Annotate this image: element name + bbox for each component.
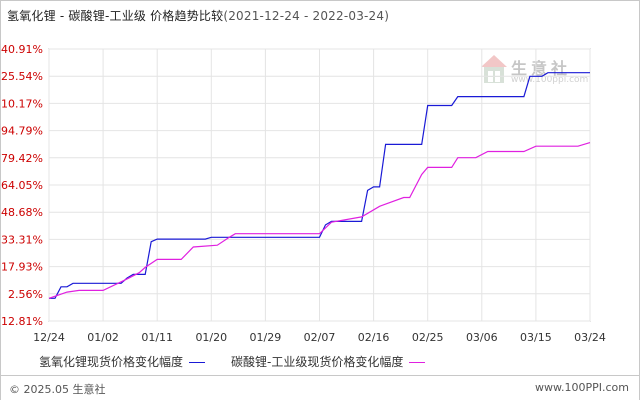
footer: © 2025.05 生意社 www.100PPI.com [1,375,639,400]
x-tick-label: 02/16 [358,331,390,344]
date-range: (2021-12-24 - 2022-03-24) [223,9,390,23]
x-tick-label: 02/07 [304,331,336,344]
site-url-link[interactable]: www.100PPI.com [535,381,629,394]
x-tick-label: 03/06 [466,331,498,344]
x-tick-label: 01/20 [195,331,227,344]
y-tick-label: 140.91% [1,43,43,56]
x-tick-label: 12/24 [33,331,65,344]
chart-title-text: 氢氧化锂 - 碳酸锂-工业级 价格趋势比较 [7,9,224,23]
x-tick-label: 01/02 [87,331,119,344]
legend-label-series2: 碳酸锂-工业级现货价格变化幅度 [231,355,404,369]
watermark-url: www.100ppi.com [511,75,589,85]
x-tick-label: 01/11 [141,331,173,344]
watermark-house-icon [481,55,507,83]
x-tick-label: 02/25 [412,331,444,344]
series-line-1 [49,72,590,299]
copyright-text: © 2025.05 生意社 [9,383,106,396]
y-tick-label: 94.79% [1,125,43,138]
legend-item-series2: 碳酸锂-工业级现货价格变化幅度 [231,353,426,370]
x-tick-label: 03/15 [520,331,552,344]
x-tick-label: 03/24 [574,331,606,344]
y-tick-label: 33.31% [1,233,43,246]
y-tick-label: 110.17% [1,97,43,110]
legend-swatch-series2 [409,362,426,363]
legend-label-series1: 氢氧化锂现货价格变化幅度 [39,355,184,369]
line-chart: 140.91% 125.54% 110.17% 94.79% 79.42% 64.05% 4… [1,43,606,344]
y-tick-label: -12.81% [1,315,43,328]
y-tick-label: 64.05% [1,179,43,192]
y-tick-label: 17.93% [1,261,43,274]
series-line-2 [48,142,591,299]
x-tick-label: 01/29 [250,331,282,344]
y-tick-label: 125.54% [1,70,43,83]
y-tick-label: 79.42% [1,152,43,165]
y-tick-label: 48.68% [1,206,43,219]
legend-swatch-series1 [189,362,206,363]
chart-title: 氢氧化锂 - 碳酸锂-工业级 价格趋势比较(2021-12-24 - 2022-… [7,7,389,24]
y-tick-label: 2.56% [8,288,43,301]
legend-item-series1: 氢氧化锂现货价格变化幅度 [39,353,206,370]
